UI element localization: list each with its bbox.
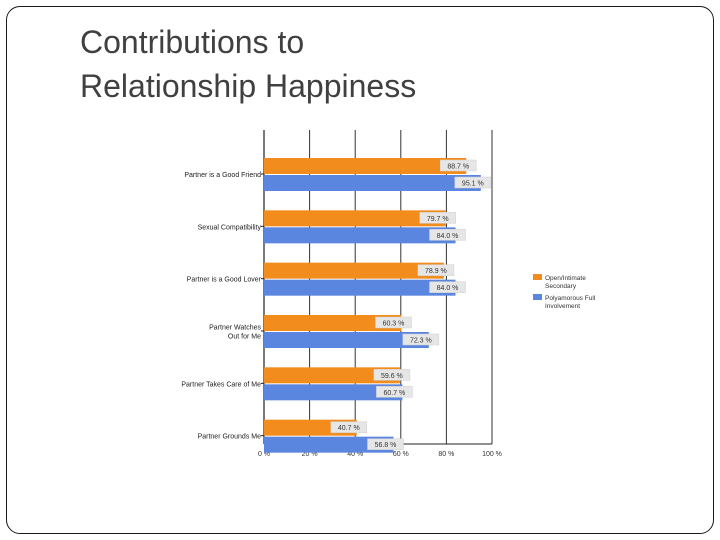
legend-swatch bbox=[533, 274, 542, 280]
x-tick-label: 40 % bbox=[347, 451, 363, 458]
value-label-box bbox=[454, 176, 492, 189]
bar bbox=[264, 262, 444, 279]
bar bbox=[264, 210, 446, 227]
bar bbox=[264, 436, 394, 453]
value-label: 84.0 % bbox=[437, 233, 459, 240]
x-tick-label: 0 % bbox=[258, 451, 270, 458]
value-label: 79.7 % bbox=[427, 216, 449, 223]
slide-title-line-1: Contributions to bbox=[80, 24, 305, 60]
value-label-box bbox=[367, 438, 404, 450]
category-label: Partner is a Good Friend bbox=[184, 172, 261, 179]
value-label-box bbox=[417, 264, 455, 276]
value-label: 95.1 % bbox=[462, 181, 484, 188]
bar bbox=[264, 158, 467, 174]
x-tick-label: 20 % bbox=[302, 451, 318, 458]
value-label: 60.3 % bbox=[383, 321, 405, 328]
value-label: 88.7 % bbox=[447, 164, 469, 171]
bar bbox=[264, 227, 456, 244]
value-label-box bbox=[376, 386, 413, 398]
value-label-box bbox=[439, 159, 477, 172]
value-label-box bbox=[375, 316, 412, 329]
value-label: 40.7 % bbox=[338, 425, 360, 432]
legend-label: Polyamorous Full bbox=[545, 295, 596, 302]
category-label: Partner Takes Care of Me bbox=[181, 381, 261, 388]
value-label: 84.0 % bbox=[437, 285, 459, 292]
legend-label: Involvement bbox=[545, 303, 580, 310]
value-label: 56.8 % bbox=[375, 442, 397, 449]
bar bbox=[264, 315, 402, 331]
bar bbox=[264, 367, 400, 384]
bar bbox=[264, 384, 403, 401]
value-label-box bbox=[419, 212, 456, 224]
category-label: Out for Me bbox=[228, 334, 261, 341]
category-label: Partner Watches bbox=[209, 325, 261, 332]
slide-title-line-2: Relationship Happiness bbox=[80, 68, 417, 104]
category-label: Sexual Compatibility bbox=[198, 224, 262, 231]
legend-label: Open/Intimate bbox=[545, 275, 586, 282]
value-label-box bbox=[429, 281, 466, 293]
value-label-box bbox=[402, 333, 440, 346]
x-tick-label: 80 % bbox=[438, 451, 454, 458]
bar bbox=[264, 279, 456, 296]
bar bbox=[264, 332, 429, 348]
legend-label: Secondary bbox=[545, 283, 577, 290]
legend-swatch bbox=[533, 294, 542, 300]
value-label: 72.3 % bbox=[410, 338, 432, 345]
value-label: 60.7 % bbox=[383, 390, 405, 397]
value-label: 78.9 % bbox=[425, 268, 447, 275]
slide-title: Contributions to Relationship Happiness bbox=[80, 20, 640, 108]
value-label-box bbox=[373, 369, 411, 381]
bar bbox=[264, 175, 481, 191]
category-label: Partner Grounds Me bbox=[198, 434, 262, 441]
x-tick-label: 60 % bbox=[393, 451, 409, 458]
value-label: 59.6 % bbox=[381, 373, 403, 380]
value-label-box bbox=[330, 421, 368, 433]
value-label-box bbox=[429, 229, 466, 241]
category-label: Partner is a Good Lover bbox=[187, 277, 262, 284]
x-tick-label: 100 % bbox=[482, 451, 502, 458]
